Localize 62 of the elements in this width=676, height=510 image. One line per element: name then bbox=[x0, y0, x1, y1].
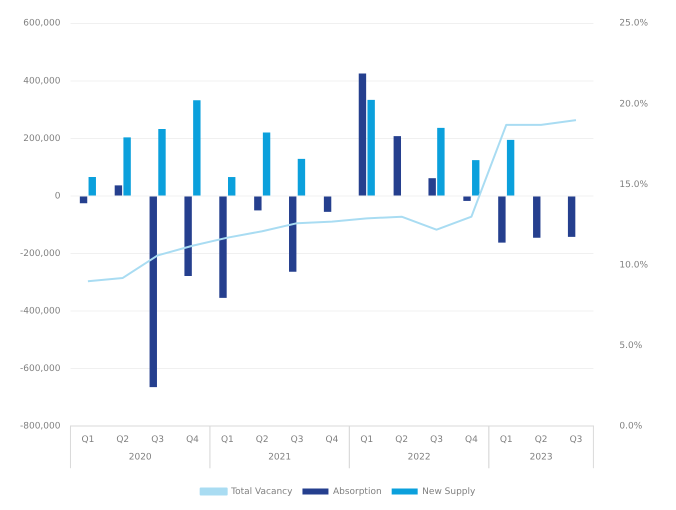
legend-label: Total Vacancy bbox=[230, 486, 294, 497]
bar bbox=[228, 177, 236, 196]
bar bbox=[568, 196, 576, 237]
bar bbox=[358, 73, 366, 196]
y2-tick-label: 20.0% bbox=[619, 99, 648, 110]
bar bbox=[472, 160, 480, 196]
x-tick-label: Q3 bbox=[151, 434, 164, 445]
x-tick-label: Q2 bbox=[534, 434, 548, 445]
bar bbox=[298, 158, 306, 196]
y-tick-label: 200,000 bbox=[23, 134, 61, 144]
y-tick-label: 0 bbox=[54, 191, 61, 202]
x-tick-label: Q2 bbox=[116, 434, 130, 445]
y2-tick-label: 0.0% bbox=[619, 422, 643, 432]
text: 2020 bbox=[128, 452, 152, 463]
text: 2022 bbox=[408, 452, 431, 463]
bar bbox=[394, 136, 402, 196]
x-tick-label: Q3 bbox=[430, 434, 443, 445]
bar bbox=[437, 128, 445, 196]
x-tick-label: Q2 bbox=[256, 434, 269, 445]
bar bbox=[506, 140, 514, 196]
bar bbox=[428, 178, 436, 196]
bar bbox=[158, 128, 166, 196]
x-tick-label: Q1 bbox=[360, 434, 374, 445]
y-tick-label: 600,000 bbox=[23, 18, 61, 29]
bar bbox=[123, 137, 131, 196]
y-tick-label: -400,000 bbox=[20, 306, 61, 316]
y2-tick-label: 25.0% bbox=[619, 18, 648, 29]
x-tick-label: Q1 bbox=[220, 434, 234, 445]
x-tick-label: Q1 bbox=[81, 434, 94, 445]
bar bbox=[289, 196, 296, 272]
x-tick-label: Q4 bbox=[326, 434, 339, 445]
bar bbox=[254, 196, 262, 210]
bar bbox=[114, 185, 122, 196]
text: 2023 bbox=[530, 452, 553, 463]
bar bbox=[88, 177, 96, 196]
bar bbox=[367, 100, 375, 196]
legend-label: New Supply bbox=[422, 486, 476, 497]
bar bbox=[80, 196, 88, 204]
y2-tick-label: 10.0% bbox=[619, 260, 648, 270]
legend-label: Absorption bbox=[332, 486, 382, 497]
bar bbox=[219, 196, 227, 298]
bar bbox=[262, 132, 270, 196]
y-tick-label: -800,000 bbox=[20, 422, 61, 432]
bar bbox=[463, 196, 471, 201]
text: 2021 bbox=[268, 452, 292, 463]
y-tick-label: -200,000 bbox=[20, 248, 61, 259]
x-tick-label: Q3 bbox=[570, 434, 582, 445]
y-tick-label: -600,000 bbox=[20, 364, 61, 374]
bar bbox=[193, 100, 201, 196]
x-tick-label: Q4 bbox=[186, 434, 200, 445]
x-tick-label: Q1 bbox=[500, 434, 513, 445]
x-tick-label: Q3 bbox=[290, 434, 304, 445]
x-tick-label: Q2 bbox=[395, 434, 408, 445]
bar bbox=[498, 196, 506, 243]
y2-tick-label: 5.0% bbox=[619, 340, 643, 351]
y-tick-label: 400,000 bbox=[23, 76, 61, 86]
bar bbox=[150, 196, 157, 388]
y2-tick-label: 15.0% bbox=[619, 180, 648, 190]
bar bbox=[184, 196, 192, 276]
bar bbox=[324, 196, 332, 212]
bar bbox=[533, 196, 540, 238]
x-tick-label: Q4 bbox=[464, 434, 478, 445]
